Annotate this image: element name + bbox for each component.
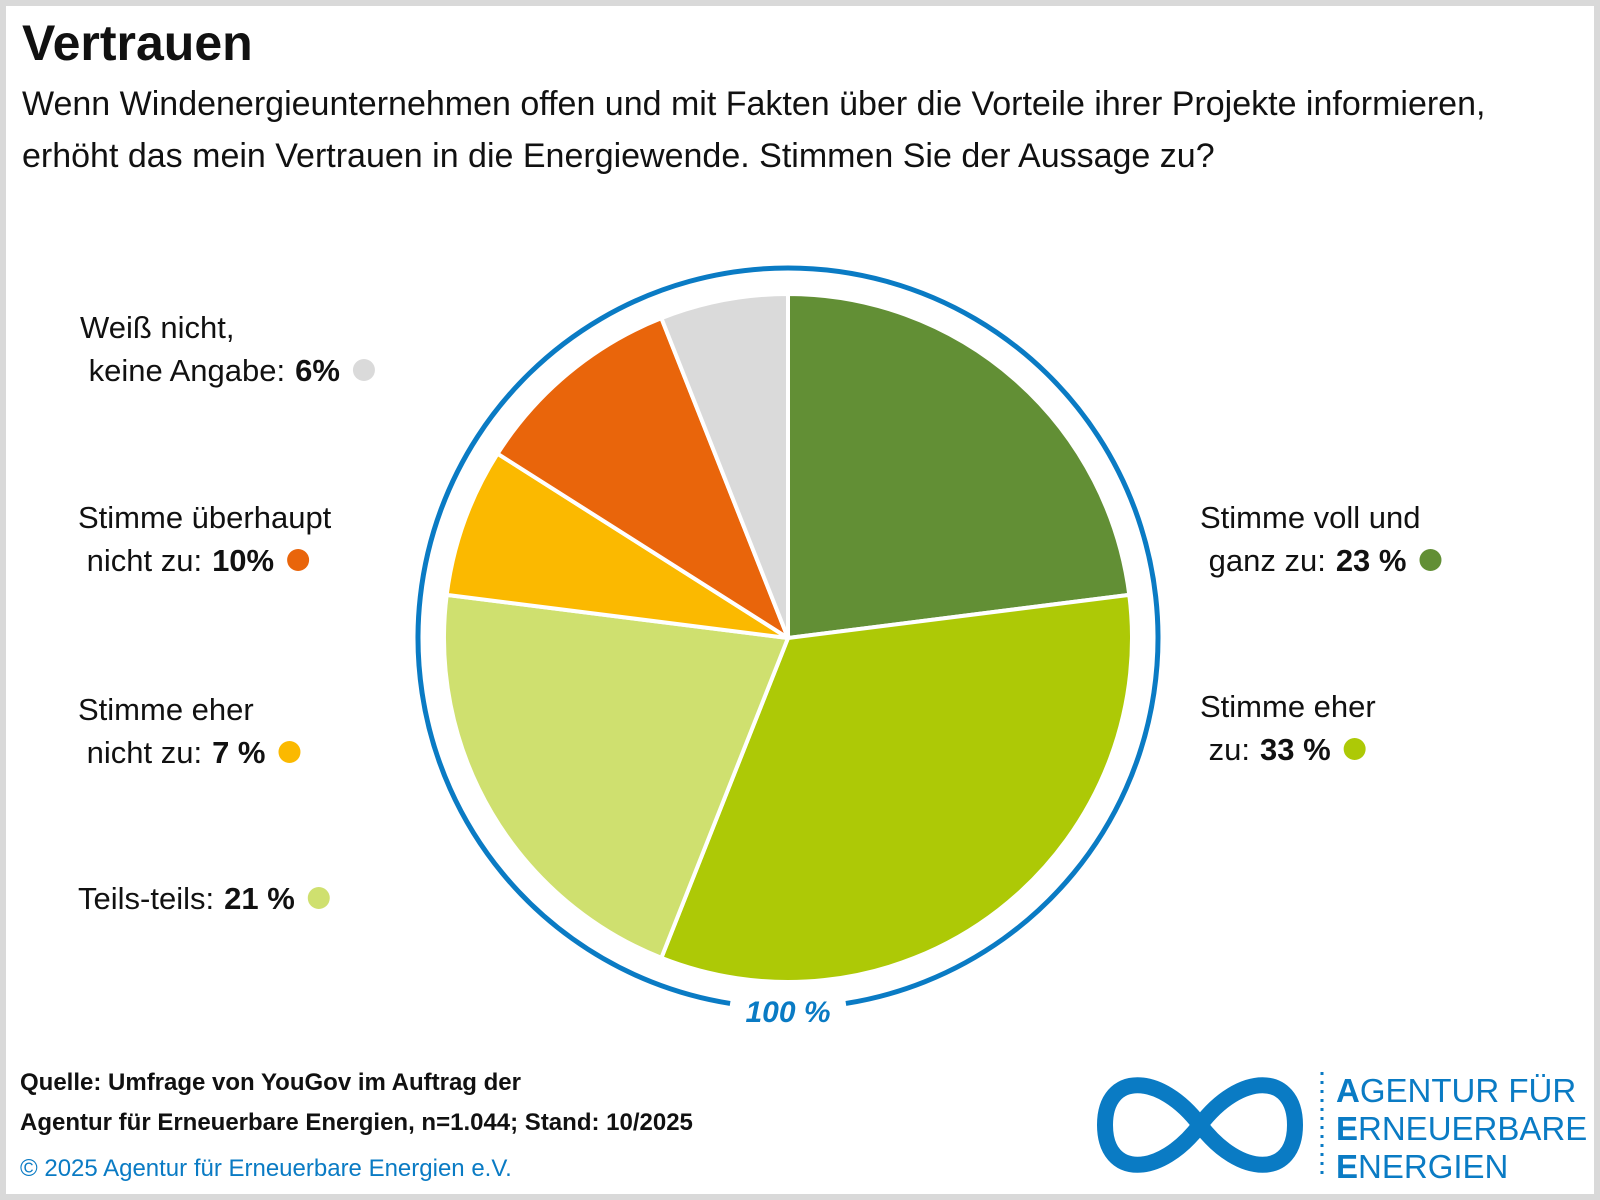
legend-value: 10% [212,543,274,578]
legend-value: 7 % [212,735,265,770]
header: Vertrauen Wenn Windenergieunternehmen of… [22,14,1582,182]
legend-value: 23 % [1336,543,1407,578]
legend-label: Stimme überhaupt nicht zu: [78,500,332,578]
chart-subtitle: Wenn Windenergieunternehmen offen und mi… [22,85,1486,175]
legend-dot [278,741,301,763]
total-ring [415,265,1161,1006]
legend-value: 33 % [1260,732,1331,767]
legend-dot [287,549,310,571]
legend-label: Stimme eher nicht zu: [78,692,254,770]
logo-text: AGENTUR FÜR [1336,1072,1576,1109]
pie-slice [786,292,1132,640]
pie-slice [659,292,790,640]
legend-label: Stimme eher zu: [1200,689,1376,767]
legend-value: 21 % [224,881,295,916]
legend-value: 6% [295,353,340,388]
legend-dot [307,887,330,909]
pie-slice [442,592,790,960]
source: Quelle: Umfrage von YouGov im Auftrag de… [20,1069,521,1096]
logo-text: ERNEUERBARE [1336,1110,1587,1147]
pie-slice [495,316,790,640]
legend-dot [1419,549,1442,571]
pie-slice [444,451,790,640]
legend-label: Stimme voll und ganz zu: [1200,500,1421,578]
copyright: © 2025 Agentur für Erneuerbare Energien … [20,1155,512,1182]
pie-slice [659,592,1134,984]
chart-title: Vertrauen [22,15,253,71]
logo-arrow [1286,1095,1300,1111]
legend-dot [1343,738,1366,760]
logo-symbol [1096,1077,1304,1173]
legend-label: Teils-teils: [78,881,214,916]
legend-dot [352,359,375,381]
legend-label: Weiß nicht, keine Angabe: [80,310,285,388]
total-label: 100 % [745,996,830,1029]
source: Agentur für Erneuerbare Energien, n=1.04… [20,1109,693,1136]
logo-text: ENERGIEN [1336,1148,1508,1185]
